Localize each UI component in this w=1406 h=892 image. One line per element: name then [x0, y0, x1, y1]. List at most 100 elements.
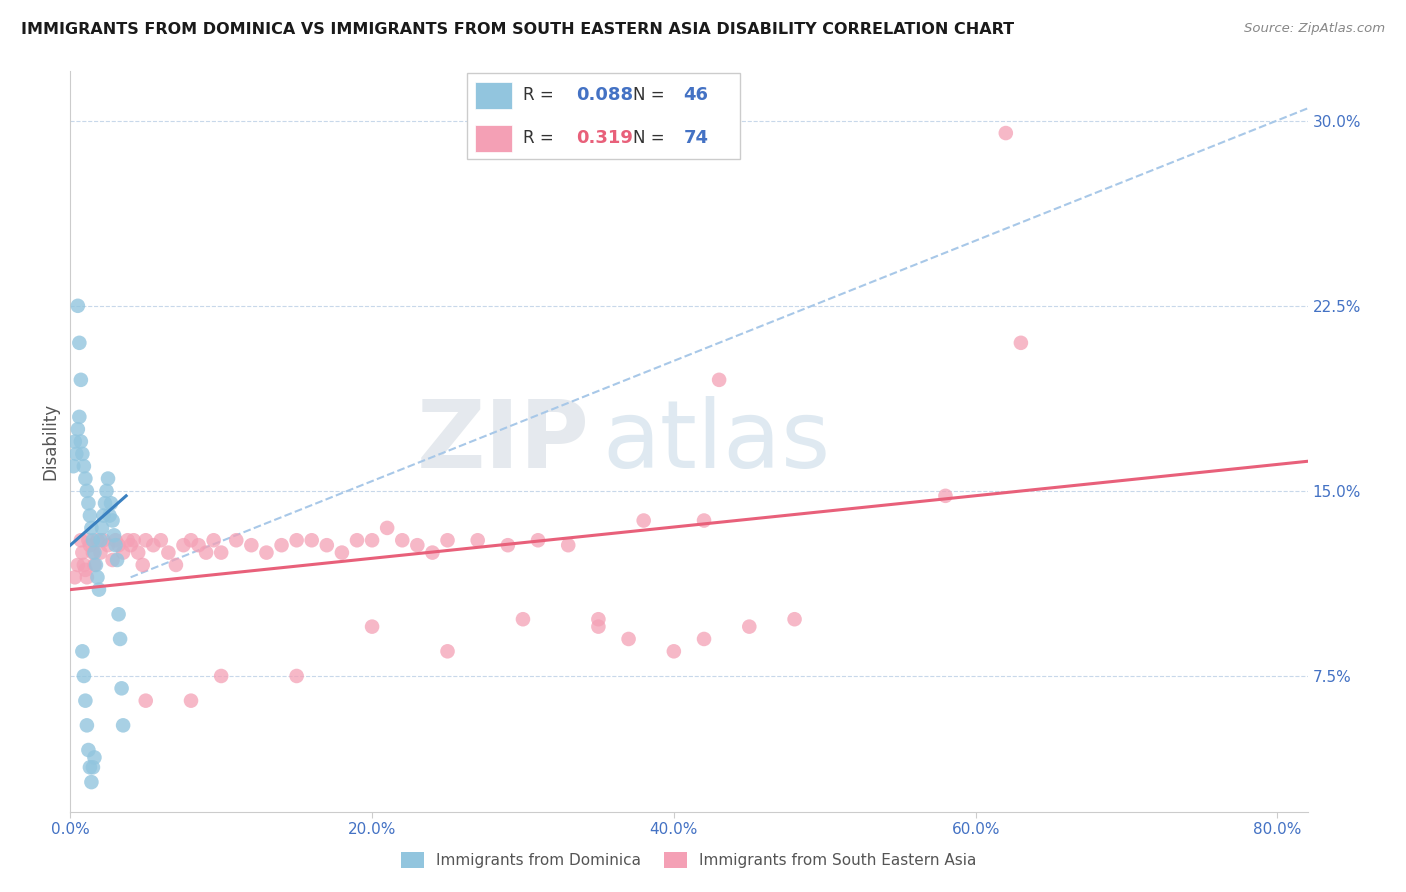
Point: [86, 533, 108, 548]
Point: [86, 570, 108, 584]
Point: [75, 563, 97, 577]
Point: [94, 496, 117, 510]
Point: [75, 471, 97, 485]
Point: [83, 750, 105, 764]
Point: [63, 434, 86, 449]
Point: [66, 422, 89, 436]
Point: [187, 538, 209, 552]
Point: [97, 538, 120, 552]
Point: [110, 681, 132, 696]
Point: [588, 619, 610, 633]
Point: [436, 644, 458, 658]
Point: [72, 644, 94, 658]
Point: [97, 471, 120, 485]
Point: [72, 545, 94, 560]
Point: [89, 533, 111, 548]
Point: [79, 760, 101, 774]
Point: [104, 533, 127, 548]
Point: [127, 545, 149, 560]
Point: [512, 612, 534, 626]
Point: [662, 644, 685, 658]
Text: N =: N =: [633, 129, 669, 147]
Point: [76, 570, 98, 584]
Point: [934, 489, 956, 503]
Point: [70, 373, 93, 387]
Point: [157, 545, 180, 560]
Point: [361, 619, 384, 633]
Point: [98, 508, 121, 523]
Point: [66, 558, 89, 572]
Point: [142, 538, 165, 552]
Point: [93, 508, 115, 523]
Point: [82, 533, 104, 548]
Point: [112, 718, 135, 732]
Point: [76, 718, 98, 732]
Point: [391, 533, 413, 548]
Point: [135, 533, 157, 548]
Point: [66, 299, 89, 313]
Point: [135, 694, 157, 708]
Text: Source: ZipAtlas.com: Source: ZipAtlas.com: [1244, 22, 1385, 36]
FancyBboxPatch shape: [475, 125, 512, 152]
Point: [617, 632, 640, 646]
Point: [108, 632, 131, 646]
Point: [557, 538, 579, 552]
Point: [149, 533, 172, 548]
Point: [67, 409, 90, 424]
Point: [73, 558, 96, 572]
Text: atlas: atlas: [602, 395, 831, 488]
Point: [103, 528, 125, 542]
Point: [346, 533, 368, 548]
Point: [89, 545, 111, 560]
Point: [67, 335, 90, 350]
Text: 0.319: 0.319: [576, 129, 633, 147]
Text: 0.088: 0.088: [576, 87, 634, 104]
Point: [330, 545, 353, 560]
Point: [209, 545, 232, 560]
Point: [65, 447, 87, 461]
Point: [87, 582, 110, 597]
Legend: Immigrants from Dominica, Immigrants from South Eastern Asia: Immigrants from Dominica, Immigrants fro…: [395, 847, 983, 874]
Point: [270, 538, 292, 552]
Point: [361, 533, 384, 548]
Y-axis label: Disability: Disability: [41, 403, 59, 480]
Text: R =: R =: [523, 129, 560, 147]
Point: [84, 558, 107, 572]
Point: [120, 538, 142, 552]
Point: [693, 632, 716, 646]
Point: [93, 533, 115, 548]
Point: [467, 533, 489, 548]
Point: [105, 553, 128, 567]
Text: IMMIGRANTS FROM DOMINICA VS IMMIGRANTS FROM SOUTH EASTERN ASIA DISABILITY CORREL: IMMIGRANTS FROM DOMINICA VS IMMIGRANTS F…: [21, 22, 1014, 37]
Point: [180, 533, 202, 548]
Point: [62, 459, 84, 474]
Point: [588, 612, 610, 626]
Point: [693, 514, 716, 528]
Point: [285, 669, 308, 683]
Point: [77, 496, 100, 510]
Point: [70, 533, 93, 548]
Point: [122, 533, 145, 548]
Point: [73, 459, 96, 474]
Point: [82, 760, 104, 774]
FancyBboxPatch shape: [467, 73, 740, 159]
Text: ZIP: ZIP: [418, 395, 591, 488]
Point: [406, 538, 429, 552]
Point: [91, 521, 114, 535]
Point: [70, 434, 93, 449]
Point: [738, 619, 761, 633]
Point: [240, 538, 263, 552]
Point: [633, 514, 655, 528]
Point: [256, 545, 278, 560]
FancyBboxPatch shape: [475, 82, 512, 109]
Text: 74: 74: [683, 129, 709, 147]
Point: [315, 538, 337, 552]
Point: [285, 533, 308, 548]
Text: N =: N =: [633, 87, 669, 104]
Point: [101, 553, 124, 567]
Point: [76, 483, 98, 498]
Point: [180, 694, 202, 708]
Point: [83, 545, 105, 560]
Point: [496, 538, 519, 552]
Point: [1010, 335, 1032, 350]
